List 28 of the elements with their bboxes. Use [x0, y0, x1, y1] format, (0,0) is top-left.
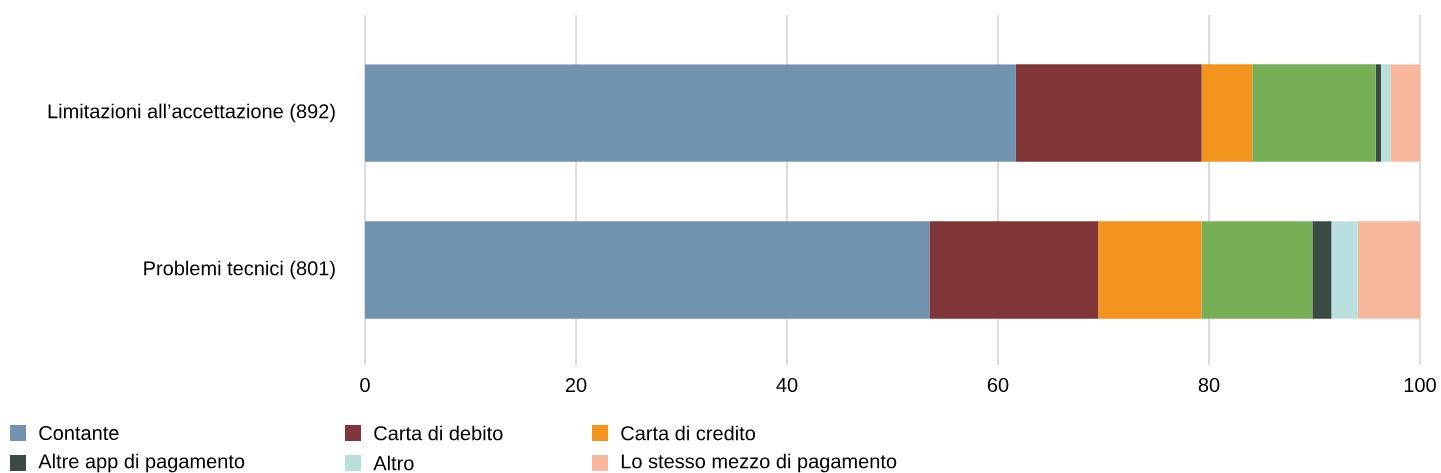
x-tick-label: 60 — [987, 377, 1009, 393]
legend-label: Contante — [39, 425, 119, 441]
legend-label: Carta di debito — [374, 425, 503, 441]
x-tick-label: 80 — [1198, 377, 1220, 393]
bar — [929, 221, 1099, 319]
legend-label: Altre app di pagamento — [38, 453, 245, 473]
bar — [1357, 221, 1420, 319]
bar — [1252, 64, 1376, 162]
bar — [1201, 64, 1253, 162]
x-tick-label: 0 — [360, 377, 370, 393]
x-tick-label: 100 — [1404, 377, 1436, 393]
bar — [1312, 221, 1332, 319]
bar — [1331, 221, 1358, 319]
legend-label: Carta di credito — [621, 425, 756, 441]
x-tick-label: 20 — [565, 377, 587, 393]
bar — [1015, 64, 1202, 162]
legend-label: Lo stesso mezzo di pagamento — [621, 453, 897, 473]
bar — [365, 64, 1016, 162]
x-tick-label: 40 — [776, 377, 798, 393]
y-tick-label: Problemi tecnici (801) — [144, 260, 335, 280]
bar — [1375, 64, 1381, 162]
legend-label: Altro — [373, 455, 414, 471]
bar — [1380, 64, 1391, 162]
y-tick-label: Limitazioni all’accettazione (892) — [48, 103, 335, 123]
bar — [1201, 221, 1313, 319]
bar — [1098, 221, 1202, 319]
bar — [365, 221, 930, 319]
bar — [1390, 64, 1420, 162]
